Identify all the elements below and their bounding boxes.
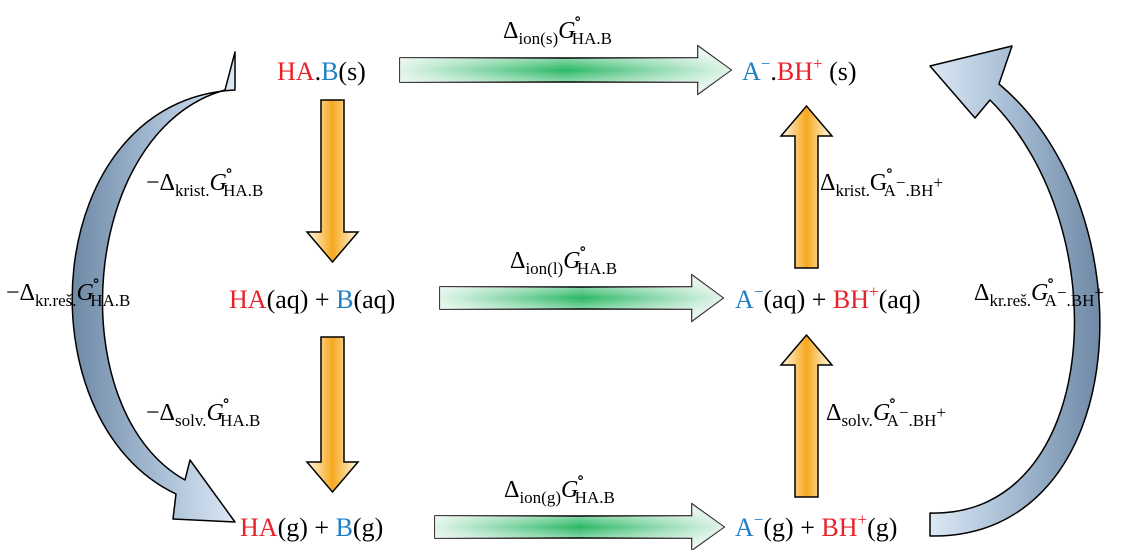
label-neg-delta-krres: −Δkr.reš.G∘ HA.B: [6, 271, 130, 310]
label-delta-ion-gas: Δion(g)G∘ HA.B: [504, 468, 615, 507]
arrow-ionization-solid: [399, 44, 733, 96]
arrow-ionization-gas: [434, 502, 726, 550]
label-delta-ion-liquid: Δion(l)G∘ HA.B: [510, 239, 617, 278]
species-gas-ionic: A−(g) + BH+(g): [735, 510, 897, 542]
label-delta-krist-ionic: Δkrist.G∘ A−.BH+: [820, 161, 943, 200]
species-aqueous-ionic: A−(aq) + BH+(aq): [735, 282, 920, 314]
species-gas-neutral: HA(g) + B(g): [240, 513, 383, 542]
cycle-arrow-left: [71, 51, 236, 523]
label-delta-solv-ionic: Δsolv.G∘ A−.BH+: [826, 391, 946, 430]
cycle-arrow-right: [929, 45, 1101, 537]
arrow-ionization-liquid: [439, 273, 725, 323]
arrow-up-crystallization: [779, 104, 834, 269]
arrow-up-solvation: [779, 333, 834, 498]
label-delta-krres-ionic: Δkr.reš.G∘ A−.BH+: [974, 271, 1104, 310]
label-delta-ion-solid: Δion(s)G∘ HA.B: [503, 9, 612, 48]
arrow-down-crystallization: [305, 99, 360, 264]
label-neg-delta-krist: −Δkrist.G∘ HA.B: [146, 161, 263, 200]
species-aqueous-neutral: HA(aq) + B(aq): [229, 285, 395, 314]
species-solid-neutral: HA.B(s): [277, 57, 366, 86]
label-neg-delta-solv: −Δsolv.G∘ HA.B: [146, 391, 260, 430]
species-solid-ionic: A−.BH+ (s): [742, 54, 857, 86]
arrow-down-solvation: [305, 336, 360, 494]
